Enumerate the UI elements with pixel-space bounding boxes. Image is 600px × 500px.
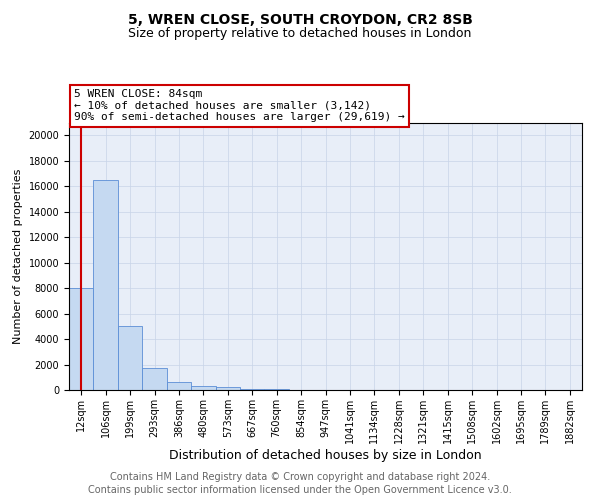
Bar [118, 326, 142, 390]
Y-axis label: Number of detached properties: Number of detached properties [13, 168, 23, 344]
Text: 5, WREN CLOSE, SOUTH CROYDON, CR2 8SB: 5, WREN CLOSE, SOUTH CROYDON, CR2 8SB [128, 12, 472, 26]
Bar [215, 388, 240, 390]
Bar [240, 388, 265, 390]
Bar [94, 180, 118, 390]
Bar [142, 368, 167, 390]
X-axis label: Distribution of detached houses by size in London: Distribution of detached houses by size … [169, 448, 482, 462]
Text: Contains public sector information licensed under the Open Government Licence v3: Contains public sector information licen… [88, 485, 512, 495]
Bar [167, 382, 191, 390]
Bar [69, 288, 94, 390]
Text: 5 WREN CLOSE: 84sqm
← 10% of detached houses are smaller (3,142)
90% of semi-det: 5 WREN CLOSE: 84sqm ← 10% of detached ho… [74, 90, 405, 122]
Text: Contains HM Land Registry data © Crown copyright and database right 2024.: Contains HM Land Registry data © Crown c… [110, 472, 490, 482]
Text: Size of property relative to detached houses in London: Size of property relative to detached ho… [128, 28, 472, 40]
Bar [191, 386, 215, 390]
